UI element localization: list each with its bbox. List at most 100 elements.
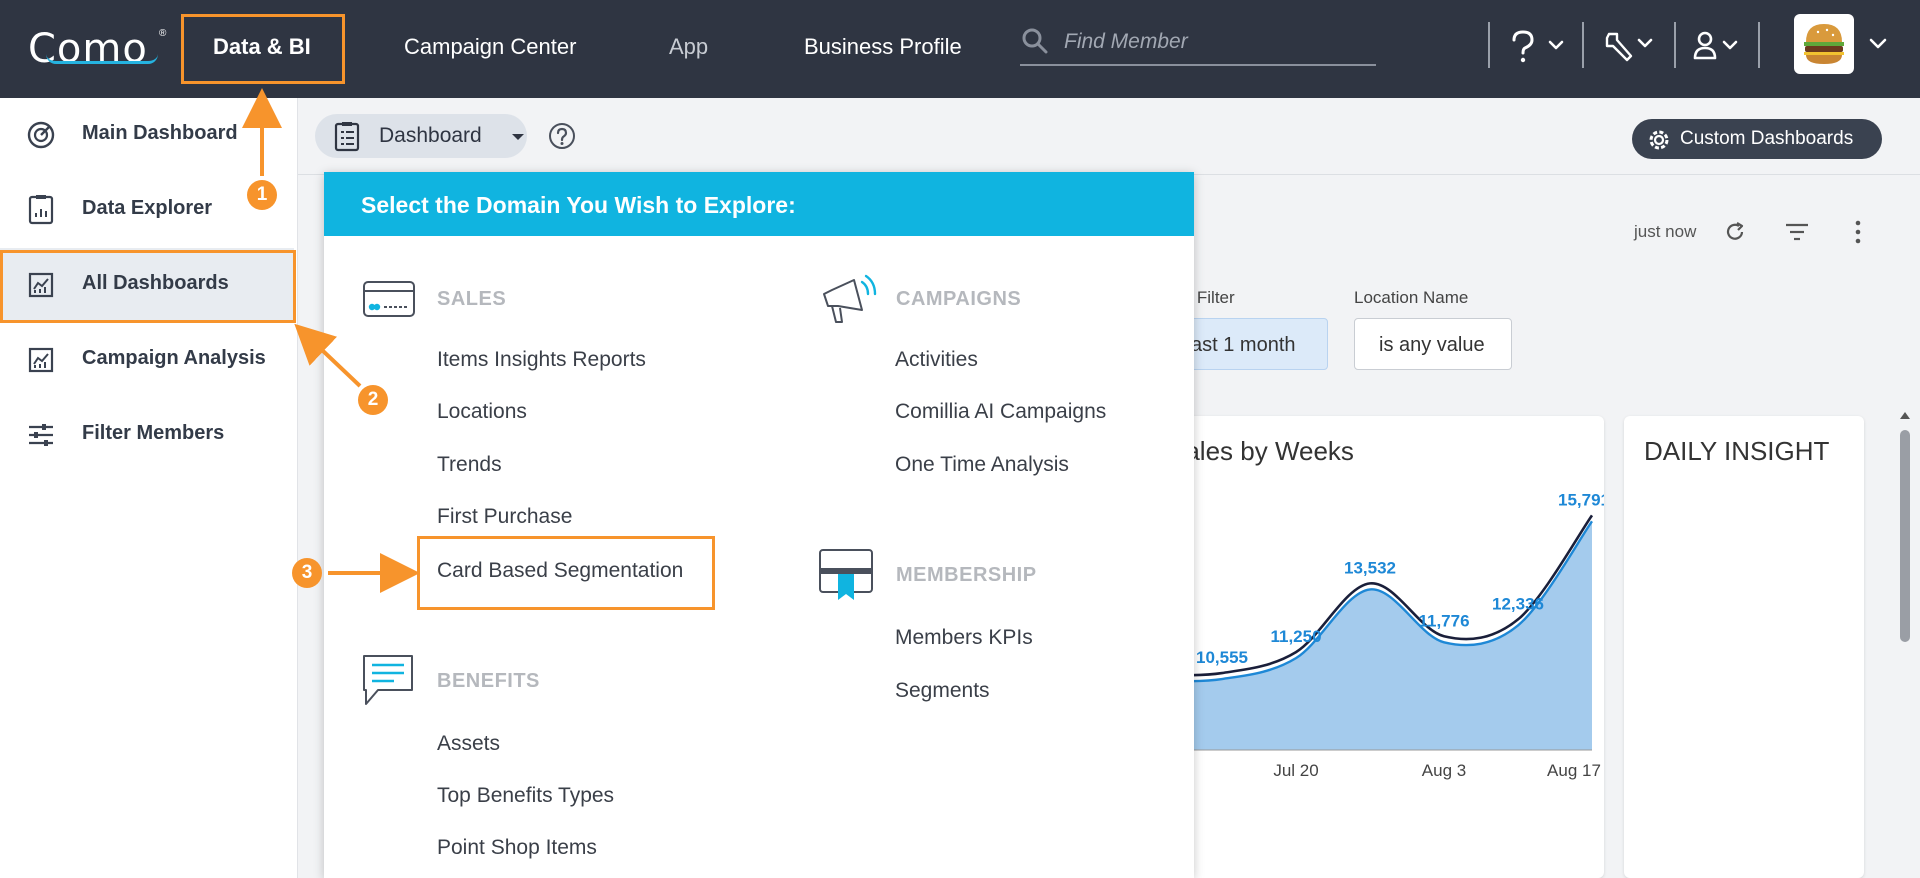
menu-item-one-time-analysis[interactable]: One Time Analysis [895, 453, 1069, 476]
top-navigation-bar: Como ® Data & BI Campaign Center App Bus… [0, 0, 1920, 98]
filter-value-text: ast 1 month [1191, 334, 1296, 356]
chart-data-label: 15,791 [1558, 490, 1604, 509]
logo-registered-mark: ® [159, 28, 167, 39]
menu-item-point-shop-items[interactable]: Point Shop Items [437, 836, 597, 859]
como-logo[interactable]: Como [28, 26, 148, 72]
megaphone-icon [823, 274, 877, 323]
sidebar: Main Dashboard Data Explorer All Dashboa… [0, 98, 298, 878]
menu-item-items-insights-reports[interactable]: Items Insights Reports [437, 348, 646, 371]
nav-campaign-center[interactable]: Campaign Center [404, 34, 577, 59]
clipboard-list-icon [334, 122, 360, 152]
highlight-card-based-segmentation [417, 536, 715, 610]
menu-item-trends[interactable]: Trends [437, 453, 502, 476]
user-icon [1693, 31, 1738, 60]
chart-data-label: 11,250 [1270, 627, 1321, 646]
scrollbar[interactable] [1898, 408, 1912, 878]
filter-icon[interactable] [1784, 220, 1810, 244]
chart-tick-label: Aug 17 [1547, 761, 1601, 780]
step-badge-1: 1 [247, 180, 277, 210]
find-member-search [1020, 22, 1376, 66]
refresh-icon[interactable] [1723, 220, 1747, 244]
daily-insight-card: DAILY INSIGHT [1624, 416, 1864, 878]
sidebar-item-label: Main Dashboard [82, 122, 238, 144]
search-input[interactable] [1064, 26, 1364, 58]
daily-insight-title: DAILY INSIGHT [1644, 436, 1830, 466]
last-refresh-text: just now [1634, 222, 1697, 241]
dashboard-dropdown-button[interactable]: Dashboard [315, 114, 527, 158]
chart-area-fill [1148, 521, 1592, 750]
nav-data-bi[interactable]: Data & BI [213, 34, 311, 59]
credit-card-icon [363, 281, 415, 317]
location-filter-value[interactable]: is any value [1354, 318, 1512, 370]
more-options-icon[interactable] [1853, 219, 1863, 245]
sales-chart: 35810,55511,25013,53211,77612,33615,791l… [1148, 490, 1604, 780]
menu-item-comillia-ai-campaigns[interactable]: Comillia AI Campaigns [895, 400, 1107, 423]
sidebar-item-label: All Dashboards [82, 272, 229, 294]
menu-item-card-based-segmentation[interactable]: Card Based Segmentation [437, 559, 684, 582]
section-title-membership: MEMBERSHIP [896, 564, 1037, 586]
chevron-down-icon[interactable] [1868, 36, 1888, 52]
business-avatar[interactable] [1794, 14, 1854, 74]
chart-icon [28, 272, 54, 298]
menu-item-segments[interactable]: Segments [895, 679, 990, 702]
section-title-sales: SALES [437, 288, 507, 310]
sidebar-item-label: Campaign Analysis [82, 347, 266, 369]
sidebar-item-filter-members[interactable]: Filter Members [0, 398, 294, 472]
menu-item-locations[interactable]: Locations [437, 400, 527, 423]
chart-data-label: 12,336 [1492, 594, 1544, 613]
scroll-thumb[interactable] [1900, 430, 1910, 642]
filter-value-text: is any value [1379, 334, 1485, 356]
help-menu[interactable] [1510, 30, 1566, 69]
chart-data-label: 11,776 [1418, 611, 1469, 630]
tools-menu[interactable] [1601, 30, 1657, 69]
sidebar-item-label: Data Explorer [82, 197, 213, 219]
clipboard-chart-icon [28, 195, 54, 225]
user-menu[interactable] [1692, 30, 1748, 69]
nav-separator [1582, 22, 1584, 68]
menu-item-activities[interactable]: Activities [895, 348, 978, 371]
highlight-data-bi [181, 14, 345, 84]
sales-by-weeks-card: Sales by Weeks 35810,55511,25013,53211,7… [1148, 416, 1604, 878]
menu-item-top-benefits-types[interactable]: Top Benefits Types [437, 784, 615, 807]
wrench-icon [1605, 32, 1653, 62]
highlight-all-dashboards [0, 250, 296, 323]
nav-business-profile[interactable]: Business Profile [804, 34, 962, 59]
search-icon[interactable] [1022, 28, 1048, 54]
domain-explore-popup: Select the Domain You Wish to Explore: S… [324, 172, 1194, 878]
dashboard-dropdown-label: Dashboard [379, 124, 482, 147]
chart-trend-line [1148, 514, 1594, 677]
chart-tick-label: Aug 3 [1422, 761, 1466, 780]
help-icon [1512, 30, 1564, 63]
menu-item-members-kpis[interactable]: Members KPIs [895, 626, 1033, 649]
nav-app[interactable]: App [669, 34, 709, 59]
gauge-icon [27, 121, 55, 149]
sidebar-item-main-dashboard[interactable]: Main Dashboard [0, 98, 294, 172]
custom-dashboards-label: Custom Dashboards [1680, 128, 1854, 149]
nav-separator [1758, 22, 1760, 68]
sidebar-item-all-dashboards[interactable]: All Dashboards [0, 248, 294, 322]
logo-swoosh [46, 54, 158, 64]
step-badge-3: 3 [292, 558, 322, 588]
sidebar-item-campaign-analysis[interactable]: Campaign Analysis [0, 323, 294, 397]
sliders-icon [29, 424, 53, 446]
date-filter-value[interactable]: ast 1 month [1178, 318, 1328, 370]
section-title-benefits: BENEFITS [437, 670, 540, 692]
gear-icon [1649, 130, 1669, 150]
sidebar-item-label: Filter Members [82, 422, 225, 444]
help-circle-icon[interactable] [548, 122, 576, 150]
burger-avatar-icon [1804, 24, 1844, 64]
chat-bubble-icon [363, 655, 413, 705]
caret-down-icon [512, 134, 524, 140]
menu-item-assets[interactable]: Assets [437, 732, 501, 755]
location-filter-label: Location Name [1354, 288, 1469, 307]
scroll-up-icon[interactable] [1899, 410, 1911, 420]
custom-dashboards-button[interactable]: Custom Dashboards [1632, 119, 1882, 159]
chart-title: Sales by Weeks [1168, 436, 1354, 466]
chart-icon [28, 347, 54, 373]
menu-item-first-purchase[interactable]: First Purchase [437, 505, 573, 528]
membership-card-icon [819, 549, 873, 600]
sidebar-item-data-explorer[interactable]: Data Explorer [0, 173, 294, 247]
nav-separator [1674, 22, 1676, 68]
step-badge-2: 2 [358, 385, 388, 415]
chart-series-line [1148, 520, 1593, 683]
